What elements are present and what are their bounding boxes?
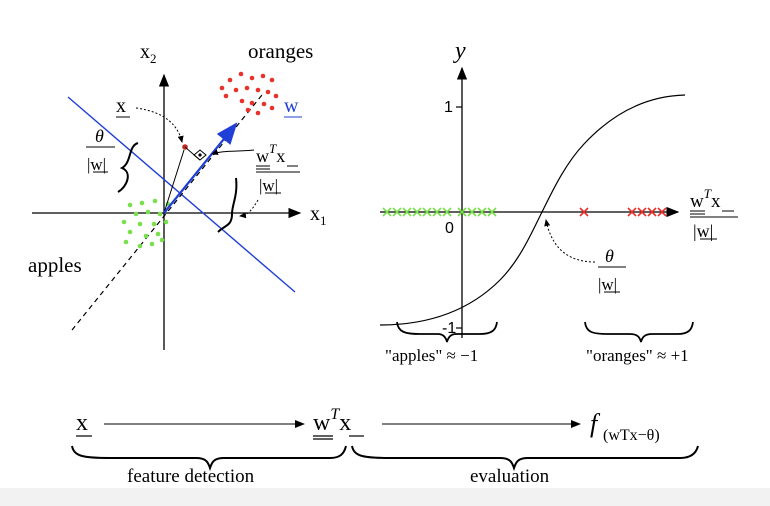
tick-0: 0 [445,220,454,237]
w-vector-label: w [284,95,299,117]
x-vector-label: x [116,95,126,117]
wtx-brace [217,177,238,233]
theta-brace-left [117,142,139,193]
apples-cluster [121,198,171,249]
w-vector [163,122,238,214]
apples-note: "apples" ≈ −1 [385,346,478,365]
svg-text:|w|: |w| [259,176,278,195]
orange-markers [579,207,667,217]
pipeline-f-subscript: (wTx−θ) [603,427,660,444]
apple-markers [382,207,497,217]
apples-brace [396,321,498,343]
svg-text:|w|: |w| [598,275,617,294]
bottom-strip [0,488,770,506]
right-angle-mark [193,149,207,161]
feature-detection-label: feature detection [127,466,255,487]
apples-label: apples [28,253,82,277]
oranges-label: oranges [248,39,313,63]
theta-over-norm-left: θ |w| [86,126,115,174]
pipeline-x: x [76,410,88,436]
pipeline-f: f [590,409,601,438]
evaluation-label: evaluation [470,466,550,487]
svg-text:θ: θ [95,126,104,146]
left-plot: x1 x2 [28,39,327,350]
x-callout-arrow [135,107,184,143]
oranges-brace [584,321,694,343]
tick-minus-1: -1 [442,320,456,337]
feature-detection-brace [71,445,347,472]
oranges-cluster [219,71,279,116]
svg-text:wTx: wTx [690,186,721,212]
x-vector [163,149,185,214]
threshold-callout [544,219,596,263]
svg-text:|w|: |w| [87,155,106,174]
projection-axis-label: wTx |w| [690,186,738,241]
oranges-note: "oranges" ≈ +1 [586,346,689,365]
right-plot: y 1 0 -1 wTx |w| [379,38,738,365]
evaluation-brace [351,445,699,472]
svg-text:|w|: |w| [693,221,713,241]
tick-1: 1 [444,99,453,116]
threshold-label: θ |w| [598,246,626,294]
x2-label: x2 [140,41,157,66]
svg-text:wTx: wTx [256,141,285,166]
x1-label: x1 [310,203,327,228]
svg-text:θ: θ [605,246,614,266]
pipeline-wtx: wTx [313,406,351,436]
wtx-over-norm-left: wTx |w| [256,141,300,195]
y-axis-label: y [453,38,466,64]
wtx-callout-arrow [211,149,255,155]
sigmoid-curve [379,94,686,326]
pipeline: x wTx f (wTx−θ) feature detection evalua… [71,406,699,487]
